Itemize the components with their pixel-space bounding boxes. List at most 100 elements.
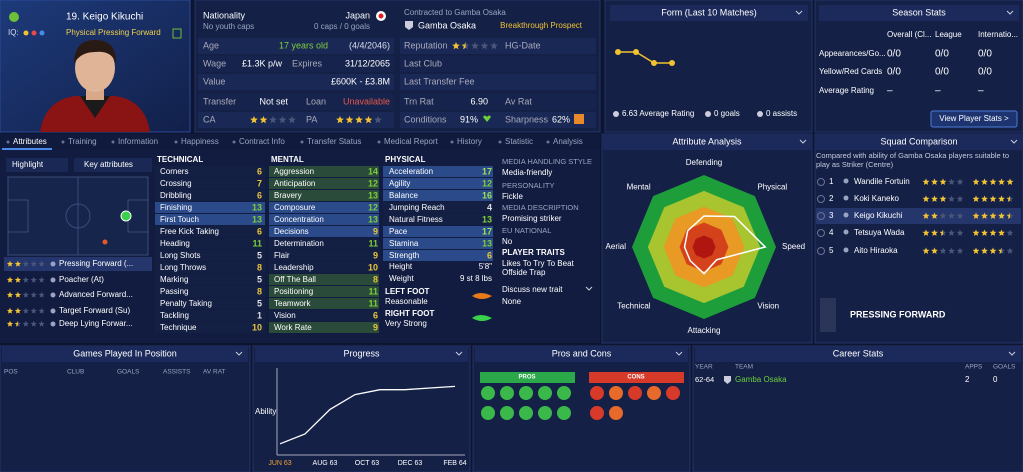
label: (4/4/2046) [349, 40, 390, 50]
star-rating [972, 247, 1014, 254]
star-full [989, 229, 997, 236]
tab[interactable]: Information [118, 137, 158, 146]
star-rating [972, 229, 1014, 236]
attribute-value: 6 [257, 166, 262, 176]
star-full [972, 178, 980, 185]
label: Value [203, 76, 225, 86]
pro-icon [519, 406, 533, 420]
info-icon [50, 321, 56, 327]
star-full [14, 260, 21, 267]
panel-title: Career Stats [833, 348, 884, 358]
star-full [922, 178, 930, 185]
panel-title: Season Stats [892, 7, 946, 17]
label: Corners [160, 167, 188, 176]
label: IQ: [8, 28, 19, 37]
star-rating [6, 276, 45, 283]
star-half [1006, 195, 1010, 202]
player-row-selected [816, 208, 1021, 224]
label: Crossing [160, 179, 192, 188]
x-tick-label: FEB 64 [443, 460, 466, 467]
wrapped-text: Likes To Try To Beat Offside Trap [502, 259, 574, 278]
star-full [989, 212, 997, 219]
label: Concentration [274, 215, 324, 224]
star-empty [939, 247, 947, 254]
label: TECHNICAL [157, 155, 203, 164]
attribute-value: 9 [373, 322, 378, 332]
pros-header [480, 372, 575, 383]
tab[interactable]: Happiness [181, 137, 219, 146]
label: 31/12/2065 [345, 58, 390, 68]
star-empty [38, 307, 45, 314]
tab[interactable]: Medical Report [384, 137, 439, 146]
star-rating [922, 212, 964, 219]
star-full [998, 195, 1005, 202]
tab[interactable]: Training [68, 137, 97, 146]
detail-row [198, 38, 394, 54]
label: 3 [829, 211, 834, 220]
star-full [922, 195, 930, 202]
label: Physical [757, 183, 787, 192]
label: Keigo Kikuchi [854, 211, 903, 220]
attribute-value: 11 [368, 286, 378, 296]
tab[interactable]: Attributes [13, 137, 47, 146]
header-bar [819, 5, 1019, 21]
portrait-collar [80, 96, 110, 118]
label: 62% [552, 114, 570, 124]
form-point [651, 60, 657, 66]
star-empty [278, 116, 287, 124]
tab[interactable]: History [457, 137, 482, 146]
label: Key attributes [84, 160, 133, 169]
attribute-value: 4 [487, 202, 492, 212]
tab[interactable]: Contract Info [239, 137, 285, 146]
iq-dot [23, 30, 29, 36]
label: Vision [274, 311, 296, 320]
right-foot-icon [472, 315, 492, 321]
label: Transfer [203, 96, 236, 106]
label: Poacher (At) [59, 275, 104, 284]
view-stats-button[interactable] [930, 110, 1018, 128]
star-full [1006, 178, 1014, 185]
attribute-row [155, 178, 265, 189]
highlight-dropdown[interactable] [6, 158, 68, 172]
star-empty [1006, 229, 1014, 236]
dropdown-icon [455, 351, 463, 356]
con-icon [647, 386, 661, 400]
star-full [981, 195, 988, 202]
star-full [939, 195, 947, 202]
label: 5 [829, 246, 834, 255]
detail-row [400, 74, 596, 90]
detail-row [198, 112, 394, 128]
star-full [981, 178, 988, 185]
tab[interactable]: Statistic [505, 137, 533, 146]
attribute-row [383, 226, 493, 237]
label: PA [306, 114, 317, 124]
header-bar [602, 134, 812, 150]
label: Koki Kaneko [854, 194, 899, 203]
attribute-row [155, 286, 265, 297]
pro-icon [500, 386, 514, 400]
key-attributes-dropdown[interactable] [74, 158, 152, 172]
attribute-value: 13 [368, 214, 378, 224]
attribute-value: 13 [252, 214, 262, 224]
star-full [931, 229, 938, 236]
tab[interactable]: Transfer Status [307, 137, 361, 146]
attribute-value: 11 [252, 238, 262, 248]
star-empty [471, 42, 479, 50]
tab[interactable]: Analysis [553, 137, 583, 146]
form-panel [604, 0, 813, 133]
star-full [6, 260, 14, 267]
star-full [931, 178, 938, 185]
label: Sharpness [505, 114, 549, 124]
star-empty [374, 116, 382, 124]
star-empty [1006, 247, 1014, 254]
star-full [345, 116, 354, 124]
tab-dot [377, 140, 381, 144]
dropdown-icon [799, 139, 807, 144]
label: Aito Hiraoka [854, 246, 898, 255]
label: Teamwork [274, 299, 311, 308]
attribute-value: 14 [368, 166, 378, 176]
pro-icon [538, 386, 552, 400]
x-tick-label: OCT 63 [355, 460, 379, 467]
attribute-row [383, 214, 493, 225]
portrait-hair [74, 40, 117, 64]
